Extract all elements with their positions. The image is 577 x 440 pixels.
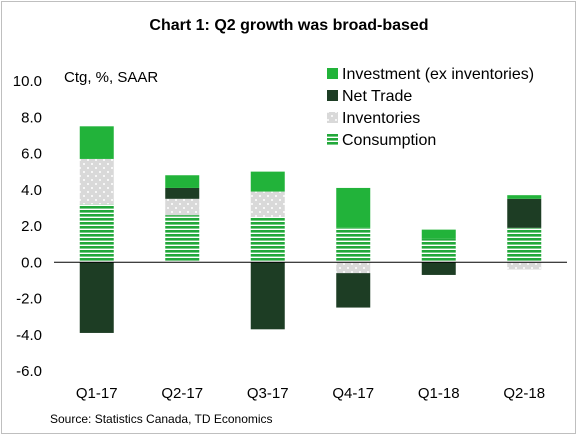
bar-net-trade-q2-18 — [507, 198, 542, 228]
x-tick-label: Q2-18 — [503, 385, 545, 402]
bar-net-trade-q2-17 — [165, 187, 200, 199]
bar-inventories-q2-17 — [165, 198, 200, 216]
legend-swatch — [327, 134, 338, 145]
bars-group — [79, 126, 542, 333]
x-tick-label: Q4-17 — [332, 385, 374, 402]
y-tick-label: 8.0 — [21, 109, 42, 126]
y-tick-label: -2.0 — [16, 291, 42, 308]
bar-net-trade-q1-18 — [421, 262, 456, 275]
y-axis: 10.0 8.0 6.0 4.0 2.0 0.0 -2.0 -4.0 -6.0 — [13, 73, 42, 380]
bar-consumption-q4-17 — [336, 227, 371, 263]
bar-inventories-q2-18 — [507, 262, 542, 270]
bar-inventories-q3-17 — [250, 191, 285, 217]
bar-investment-ex-inventories-q2-18 — [507, 195, 542, 199]
bar-consumption-q2-17 — [165, 215, 200, 263]
x-axis-labels: Q1-17 Q2-17 Q3-17 Q4-17 Q1-18 Q2-18 — [76, 385, 545, 402]
legend-swatch — [327, 112, 338, 123]
y-tick-label: 2.0 — [21, 218, 42, 235]
bar-investment-ex-inventories-q1-18 — [421, 229, 456, 239]
legend-label: Inventories — [342, 110, 420, 127]
legend-label: Investment (ex inventories) — [342, 66, 534, 83]
bar-consumption-q1-17 — [79, 204, 114, 263]
bar-consumption-q1-18 — [421, 238, 456, 263]
legend: Investment (ex inventories) Net Trade Inve… — [327, 66, 534, 149]
bar-net-trade-q3-17 — [250, 262, 285, 330]
legend-swatch — [327, 90, 338, 101]
x-tick-label: Q2-17 — [161, 385, 203, 402]
y-tick-label: -4.0 — [16, 327, 42, 344]
bar-investment-ex-inventories-q3-17 — [250, 171, 285, 192]
y-tick-label: 10.0 — [13, 73, 42, 90]
legend-label: Net Trade — [342, 88, 412, 105]
legend-swatch — [327, 68, 338, 79]
source-note: Source: Statistics Canada, TD Economics — [50, 412, 273, 426]
x-tick-label: Q1-17 — [76, 385, 118, 402]
chart-title: Chart 1: Q2 growth was broad-based — [149, 17, 428, 34]
bar-investment-ex-inventories-q4-17 — [336, 187, 371, 228]
bar-consumption-q3-17 — [250, 216, 285, 263]
y-tick-label: 4.0 — [21, 182, 42, 199]
bar-inventories-q1-17 — [79, 158, 114, 205]
bar-net-trade-q4-17 — [336, 273, 371, 308]
x-tick-label: Q1-18 — [418, 385, 460, 402]
y-tick-label: -6.0 — [16, 363, 42, 380]
bar-inventories-q4-17 — [336, 262, 371, 274]
bar-investment-ex-inventories-q1-17 — [79, 126, 114, 159]
bar-investment-ex-inventories-q2-17 — [165, 175, 200, 188]
y-tick-label: 0.0 — [21, 254, 42, 271]
bar-net-trade-q1-17 — [79, 262, 114, 333]
bar-consumption-q2-18 — [507, 227, 542, 263]
y-tick-label: 6.0 — [21, 146, 42, 163]
units-label: Ctg, %, SAAR — [64, 69, 158, 86]
legend-label: Consumption — [342, 132, 436, 149]
x-tick-label: Q3-17 — [247, 385, 289, 402]
